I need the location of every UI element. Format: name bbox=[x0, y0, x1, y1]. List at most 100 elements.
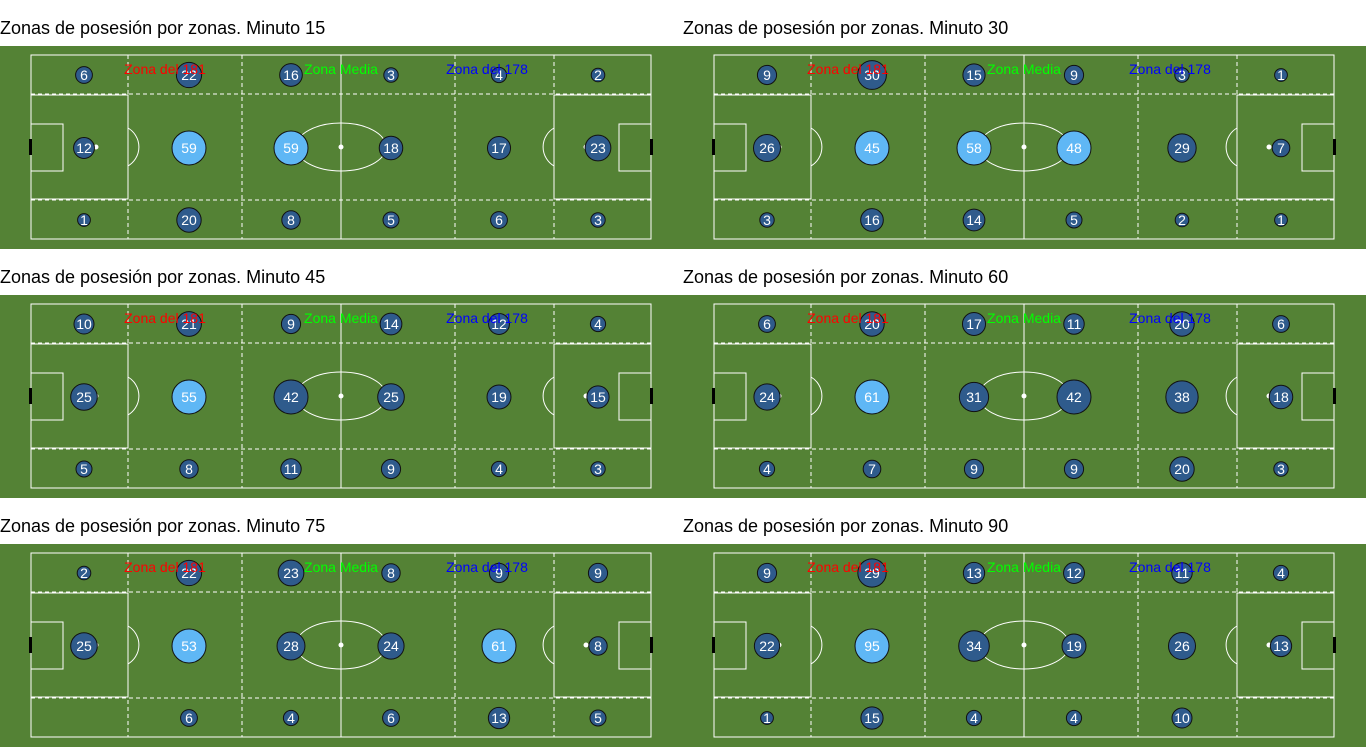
possession-count: 42 bbox=[283, 389, 299, 405]
pitch-svg: 10 21 9 14 12 4 25 55 42 25 19 15 5 8 11 9 4 3 Zona del 18… bbox=[29, 303, 653, 489]
possession-count: 61 bbox=[491, 638, 507, 654]
possession-count: 58 bbox=[966, 140, 982, 156]
possession-count: 4 bbox=[495, 461, 503, 477]
possession-count: 21 bbox=[181, 316, 197, 332]
possession-circle bbox=[756, 562, 778, 584]
possession-circle bbox=[590, 461, 606, 477]
possession-circle bbox=[282, 709, 300, 727]
zone-label-left: Zona del 181 bbox=[807, 559, 889, 575]
pitch-panel: Zonas de posesión por zonas. Minuto 45 10… bbox=[0, 249, 683, 498]
possession-circle bbox=[753, 632, 781, 660]
possession-circle bbox=[487, 706, 511, 730]
possession-count: 7 bbox=[868, 461, 876, 477]
possession-circle bbox=[1167, 631, 1197, 661]
possession-count: 9 bbox=[387, 461, 395, 477]
possession-count: 10 bbox=[1174, 710, 1190, 726]
possession-count: 9 bbox=[1070, 67, 1078, 83]
pitch-panel: Zonas de posesión por zonas. Minuto 30 9 3… bbox=[683, 0, 1366, 249]
goal-area-right bbox=[618, 123, 652, 172]
possession-circle bbox=[1268, 384, 1294, 410]
possession-count: 1 bbox=[763, 710, 771, 726]
penalty-arc-right bbox=[1225, 376, 1238, 416]
possession-circle bbox=[176, 207, 202, 233]
possession-circle bbox=[860, 706, 884, 730]
possession-count: 38 bbox=[1174, 389, 1190, 405]
possession-circle bbox=[584, 134, 612, 162]
possession-circle bbox=[281, 210, 301, 230]
possession-count: 9 bbox=[287, 316, 295, 332]
goal-right bbox=[1333, 388, 1336, 404]
possession-count: 4 bbox=[1070, 710, 1078, 726]
possession-count: 13 bbox=[1273, 638, 1289, 654]
goal-area-right bbox=[618, 372, 652, 421]
possession-circle bbox=[1274, 68, 1288, 82]
possession-circle bbox=[377, 383, 405, 411]
possession-count: 9 bbox=[970, 461, 978, 477]
possession-count: 8 bbox=[185, 461, 193, 477]
pitch-panel: Zonas de posesión por zonas. Minuto 60 6 2… bbox=[683, 249, 1366, 498]
possession-circle bbox=[958, 381, 990, 413]
possession-count: 22 bbox=[181, 565, 197, 581]
goal-right bbox=[1333, 139, 1336, 155]
goal-area-right bbox=[1301, 123, 1335, 172]
possession-count: 30 bbox=[864, 67, 880, 83]
possession-circle bbox=[962, 208, 986, 232]
possession-count: 23 bbox=[590, 140, 606, 156]
penalty-arc-right bbox=[542, 127, 555, 167]
zone-label-left: Zona del 181 bbox=[124, 61, 206, 77]
possession-count: 6 bbox=[80, 67, 88, 83]
pitch-background: 9 30 15 9 3 1 26 45 58 48 29 7 3 16 14 5 2 1 Zona del 181 Z… bbox=[683, 46, 1366, 249]
possession-circle bbox=[965, 709, 983, 727]
penalty-arc-left bbox=[810, 376, 823, 416]
possession-count: 20 bbox=[181, 212, 197, 228]
possession-circle bbox=[1065, 211, 1083, 229]
possession-circle bbox=[378, 135, 404, 161]
possession-count: 15 bbox=[966, 67, 982, 83]
possession-count: 2 bbox=[80, 565, 88, 581]
possession-circle bbox=[171, 130, 207, 166]
possession-circle bbox=[758, 315, 776, 333]
possession-circle bbox=[758, 460, 776, 478]
possession-circle bbox=[958, 630, 990, 662]
zone-label-left: Zona del 181 bbox=[807, 61, 889, 77]
possession-count: 10 bbox=[76, 316, 92, 332]
goal-left bbox=[712, 139, 715, 155]
possession-circle bbox=[486, 384, 512, 410]
possession-circle bbox=[379, 312, 403, 336]
goal-left bbox=[29, 388, 32, 404]
possession-count: 8 bbox=[387, 565, 395, 581]
possession-circle bbox=[1165, 380, 1199, 414]
possession-circle bbox=[490, 211, 508, 229]
possession-count: 24 bbox=[383, 638, 399, 654]
possession-circle bbox=[76, 565, 92, 581]
possession-count: 16 bbox=[283, 67, 299, 83]
possession-circle bbox=[490, 66, 508, 84]
zone-label-mid: Zona Media bbox=[987, 61, 1061, 77]
possession-count: 29 bbox=[864, 565, 880, 581]
possession-circle bbox=[753, 383, 781, 411]
possession-circle bbox=[589, 315, 607, 333]
chart-title: Zonas de posesión por zonas. Minuto 15 bbox=[0, 18, 326, 38]
possession-circle bbox=[590, 212, 606, 228]
possession-circle bbox=[381, 563, 401, 583]
possession-circle bbox=[179, 459, 199, 479]
possession-circle bbox=[962, 63, 986, 87]
possession-count: 20 bbox=[1174, 316, 1190, 332]
penalty-spot-right bbox=[583, 642, 589, 648]
possession-count: 59 bbox=[283, 140, 299, 156]
possession-count: 12 bbox=[1066, 565, 1082, 581]
chart-title: Zonas de posesión por zonas. Minuto 75 bbox=[0, 516, 326, 536]
pitch-background: 6 22 16 3 4 2 12 59 59 18 17 23 1 20 8 5 6 3 Zona del 181 Z… bbox=[0, 46, 683, 249]
possession-count: 12 bbox=[76, 140, 92, 156]
possession-count: 9 bbox=[1070, 461, 1078, 477]
pitch-panel: Zonas de posesión por zonas. Minuto 75 2 2… bbox=[0, 498, 683, 747]
possession-count: 53 bbox=[181, 638, 197, 654]
possession-count: 4 bbox=[495, 67, 503, 83]
possession-count: 8 bbox=[594, 638, 602, 654]
goal-area-left bbox=[30, 621, 64, 670]
zone-label-mid: Zona Media bbox=[987, 310, 1061, 326]
possession-count: 4 bbox=[970, 710, 978, 726]
pitch-svg: 9 30 15 9 3 1 26 45 58 48 29 7 3 16 14 5 2 1 Zona del 181 Z… bbox=[712, 54, 1336, 240]
possession-count: 59 bbox=[181, 140, 197, 156]
